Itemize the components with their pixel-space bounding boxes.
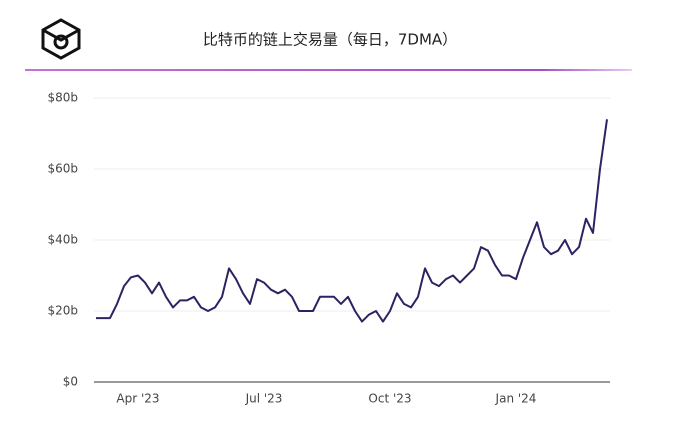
chart-title: 比特币的链上交易量（每日，7DMA） [203,31,457,49]
y-tick-label: $0 [63,375,78,389]
y-tick-label: $80b [47,91,78,105]
header-divider [25,69,632,71]
y-tick-label: $60b [47,162,78,176]
x-tick-label: Apr '23 [116,392,159,406]
x-tick-label: Oct '23 [368,392,411,406]
y-tick-label: $40b [47,233,78,247]
y-tick-label: $20b [47,304,78,318]
data-line [96,119,608,323]
logo [41,18,81,60]
x-tick-label: Jan '24 [495,392,537,406]
x-tick-label: Jul '23 [245,392,283,406]
